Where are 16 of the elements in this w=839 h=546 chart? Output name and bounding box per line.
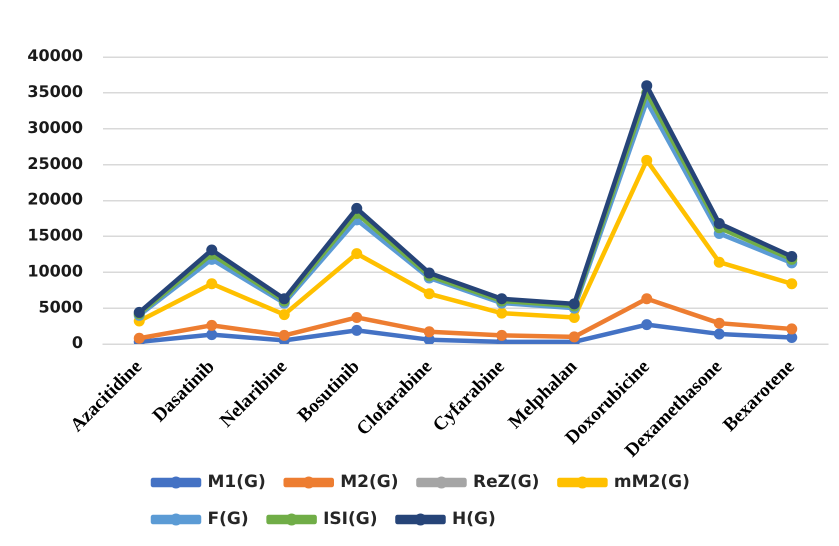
y-tick-label: 30000 [27,118,83,137]
y-tick-label: 20000 [27,190,83,209]
y-tick-label: 40000 [27,46,83,66]
y-tick-label: 25000 [27,154,83,173]
y-tick-label: 5000 [38,297,83,316]
legend-label: F(G) [208,508,249,529]
y-tick-label: 0 [72,333,83,352]
legend-label: ReZ(G) [472,472,540,492]
legend-label: ISI(G) [323,508,378,529]
legend-label: H(G) [452,508,496,529]
y-tick-label: 10000 [27,261,83,280]
legend-label: mM2(G) [614,472,690,492]
y-tick-label: 15000 [27,226,83,245]
y-tick-label: 35000 [27,82,83,102]
legend-label: M2(G) [340,472,398,492]
legend-label: M1(G) [208,472,266,492]
